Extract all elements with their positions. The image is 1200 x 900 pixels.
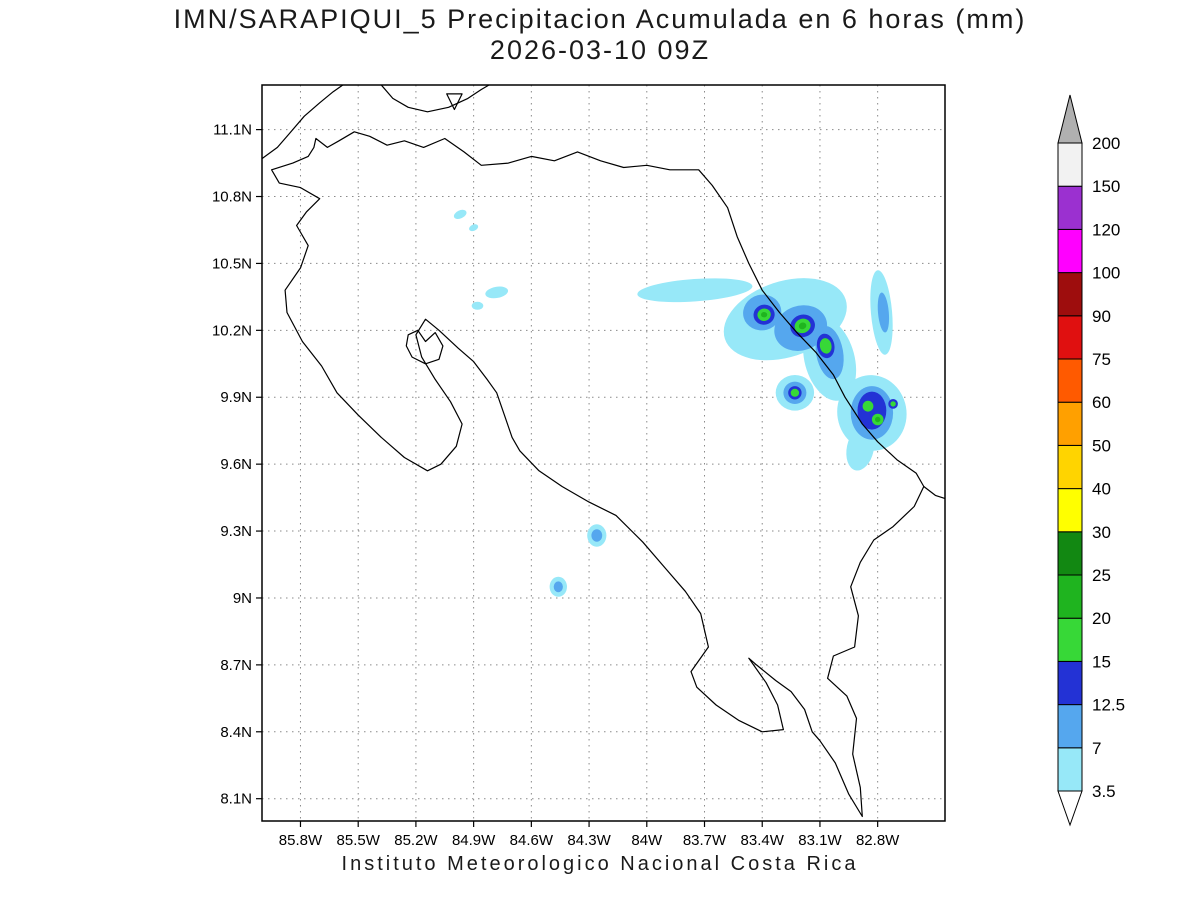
precip-cell-15 <box>862 400 874 412</box>
lon-tick-label: 85.8W <box>279 832 323 849</box>
colorbar-segment-50 <box>1057 401 1083 446</box>
lon-tick-label: 83.7W <box>683 832 727 849</box>
colorbar-segment-120 <box>1057 185 1083 230</box>
colorbar-label: 120 <box>1092 220 1120 239</box>
costa-rica-outline <box>271 131 925 818</box>
colorbar-segment-3.5 <box>1057 747 1083 792</box>
lon-tick-label: 84.6W <box>510 832 554 849</box>
lon-tick-label: 84.9W <box>452 832 496 849</box>
precip-cell-15 <box>819 338 832 354</box>
precip-cell-3.5 <box>453 209 467 219</box>
precip-cell-3.5 <box>485 286 509 299</box>
precip-cell-20 <box>761 312 768 318</box>
lat-tick-label: 10.8N <box>212 189 252 206</box>
precip-cell-20 <box>875 416 881 423</box>
figure-title: IMN/SARAPIQUI_5 Precipitacion Acumulada … <box>173 4 1027 34</box>
colorbar-segment-20 <box>1057 574 1083 619</box>
colorbar-segment-100 <box>1057 228 1083 274</box>
colorbar-segment-25 <box>1057 531 1083 576</box>
colorbar-label: 75 <box>1092 350 1111 369</box>
colorbar-segment-12.5 <box>1057 660 1083 706</box>
colorbar-label: 25 <box>1092 566 1111 585</box>
plot-frame <box>261 84 946 822</box>
precip-cell-3.5 <box>471 301 484 310</box>
nicaragua-pacific-coast <box>262 85 344 160</box>
colorbar-arrow-above <box>1057 94 1083 144</box>
colorbar-segment-75 <box>1057 315 1083 360</box>
gulf-of-nicoya-island <box>405 329 444 365</box>
colorbar-segment-60 <box>1057 358 1083 403</box>
precip-cell-20 <box>798 322 807 330</box>
axes-layer: 85.8W 85.5W 85.2W 84.9W 84.6W 84.3W 84W 83.7W 83… <box>212 85 945 849</box>
figure-caption: Instituto Meteorologico Nacional Costa R… <box>341 853 859 875</box>
precip-cell-15 <box>790 388 800 397</box>
colorbar-label: 15 <box>1092 652 1111 671</box>
lake-nicaragua-shore <box>380 85 490 113</box>
colorbar-label: 60 <box>1092 393 1111 412</box>
colorbar-label: 40 <box>1092 480 1111 499</box>
colorbar-label: 100 <box>1092 264 1120 283</box>
colorbar-label: 50 <box>1092 436 1111 455</box>
precip-cell-15 <box>890 401 896 407</box>
colorbar-label: 200 <box>1092 134 1120 153</box>
lat-tick-label: 9.9N <box>220 389 252 406</box>
colorbar-segment-7 <box>1057 704 1083 749</box>
precip-cell-7 <box>553 581 563 593</box>
lon-tick-label: 84.3W <box>567 832 611 849</box>
colorbar-segment-30 <box>1057 488 1083 533</box>
lat-tick-label: 10.5N <box>212 255 252 272</box>
precip-cell-7 <box>591 529 603 542</box>
colorbar: 3.5 7 12.5 15 20 25 30 40 50 60 75 90 100 120 150 200 <box>1057 94 1125 827</box>
lat-tick-label: 9N <box>233 590 252 607</box>
colorbar-segment-40 <box>1057 444 1083 490</box>
colorbar-label: 12.5 <box>1092 696 1125 715</box>
lon-tick-label: 84W <box>631 832 663 849</box>
colorbar-label: 30 <box>1092 523 1111 542</box>
lat-tick-label: 8.4N <box>220 724 252 741</box>
lat-tick-label: 8.7N <box>220 657 252 674</box>
colorbar-segment-90 <box>1057 272 1083 317</box>
colorbar-label: 150 <box>1092 177 1120 196</box>
colorbar-segment-150 <box>1057 142 1083 187</box>
lat-tick-label: 9.6N <box>220 456 252 473</box>
lon-tick-label: 85.5W <box>337 832 381 849</box>
lat-tick-label: 10.2N <box>212 322 252 339</box>
lat-tick-label: 9.3N <box>220 523 252 540</box>
colorbar-label: 20 <box>1092 609 1111 628</box>
map-layer <box>262 85 945 818</box>
colorbar-label: 3.5 <box>1092 782 1116 801</box>
lon-tick-label: 85.2W <box>394 832 438 849</box>
lat-tick-label: 11.1N <box>213 122 252 139</box>
precip-cell-3.5 <box>637 278 753 303</box>
lon-tick-label: 83.4W <box>741 832 785 849</box>
colorbar-arrow-below <box>1057 790 1083 827</box>
colorbar-label: 7 <box>1092 739 1101 758</box>
lat-tick-label: 8.1N <box>220 791 252 808</box>
precip-cell-7 <box>877 292 890 333</box>
precip-cell-3.5 <box>469 224 479 232</box>
figure-subtitle: 2026-03-10 09Z <box>489 35 711 65</box>
lon-tick-label: 83.1W <box>798 832 842 849</box>
ometepe-island <box>446 93 463 111</box>
colorbar-label: 90 <box>1092 307 1111 326</box>
colorbar-segment-15 <box>1057 617 1083 662</box>
lon-tick-label: 82.8W <box>856 832 900 849</box>
